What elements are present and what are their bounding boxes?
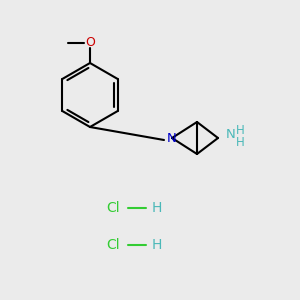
Text: O: O bbox=[85, 37, 95, 50]
Text: Cl: Cl bbox=[106, 201, 120, 215]
Text: N: N bbox=[167, 131, 177, 145]
Text: N: N bbox=[226, 128, 236, 142]
Text: H: H bbox=[152, 201, 162, 215]
Text: H: H bbox=[236, 124, 245, 136]
Text: H: H bbox=[236, 136, 245, 149]
Text: H: H bbox=[152, 238, 162, 252]
Text: Cl: Cl bbox=[106, 238, 120, 252]
